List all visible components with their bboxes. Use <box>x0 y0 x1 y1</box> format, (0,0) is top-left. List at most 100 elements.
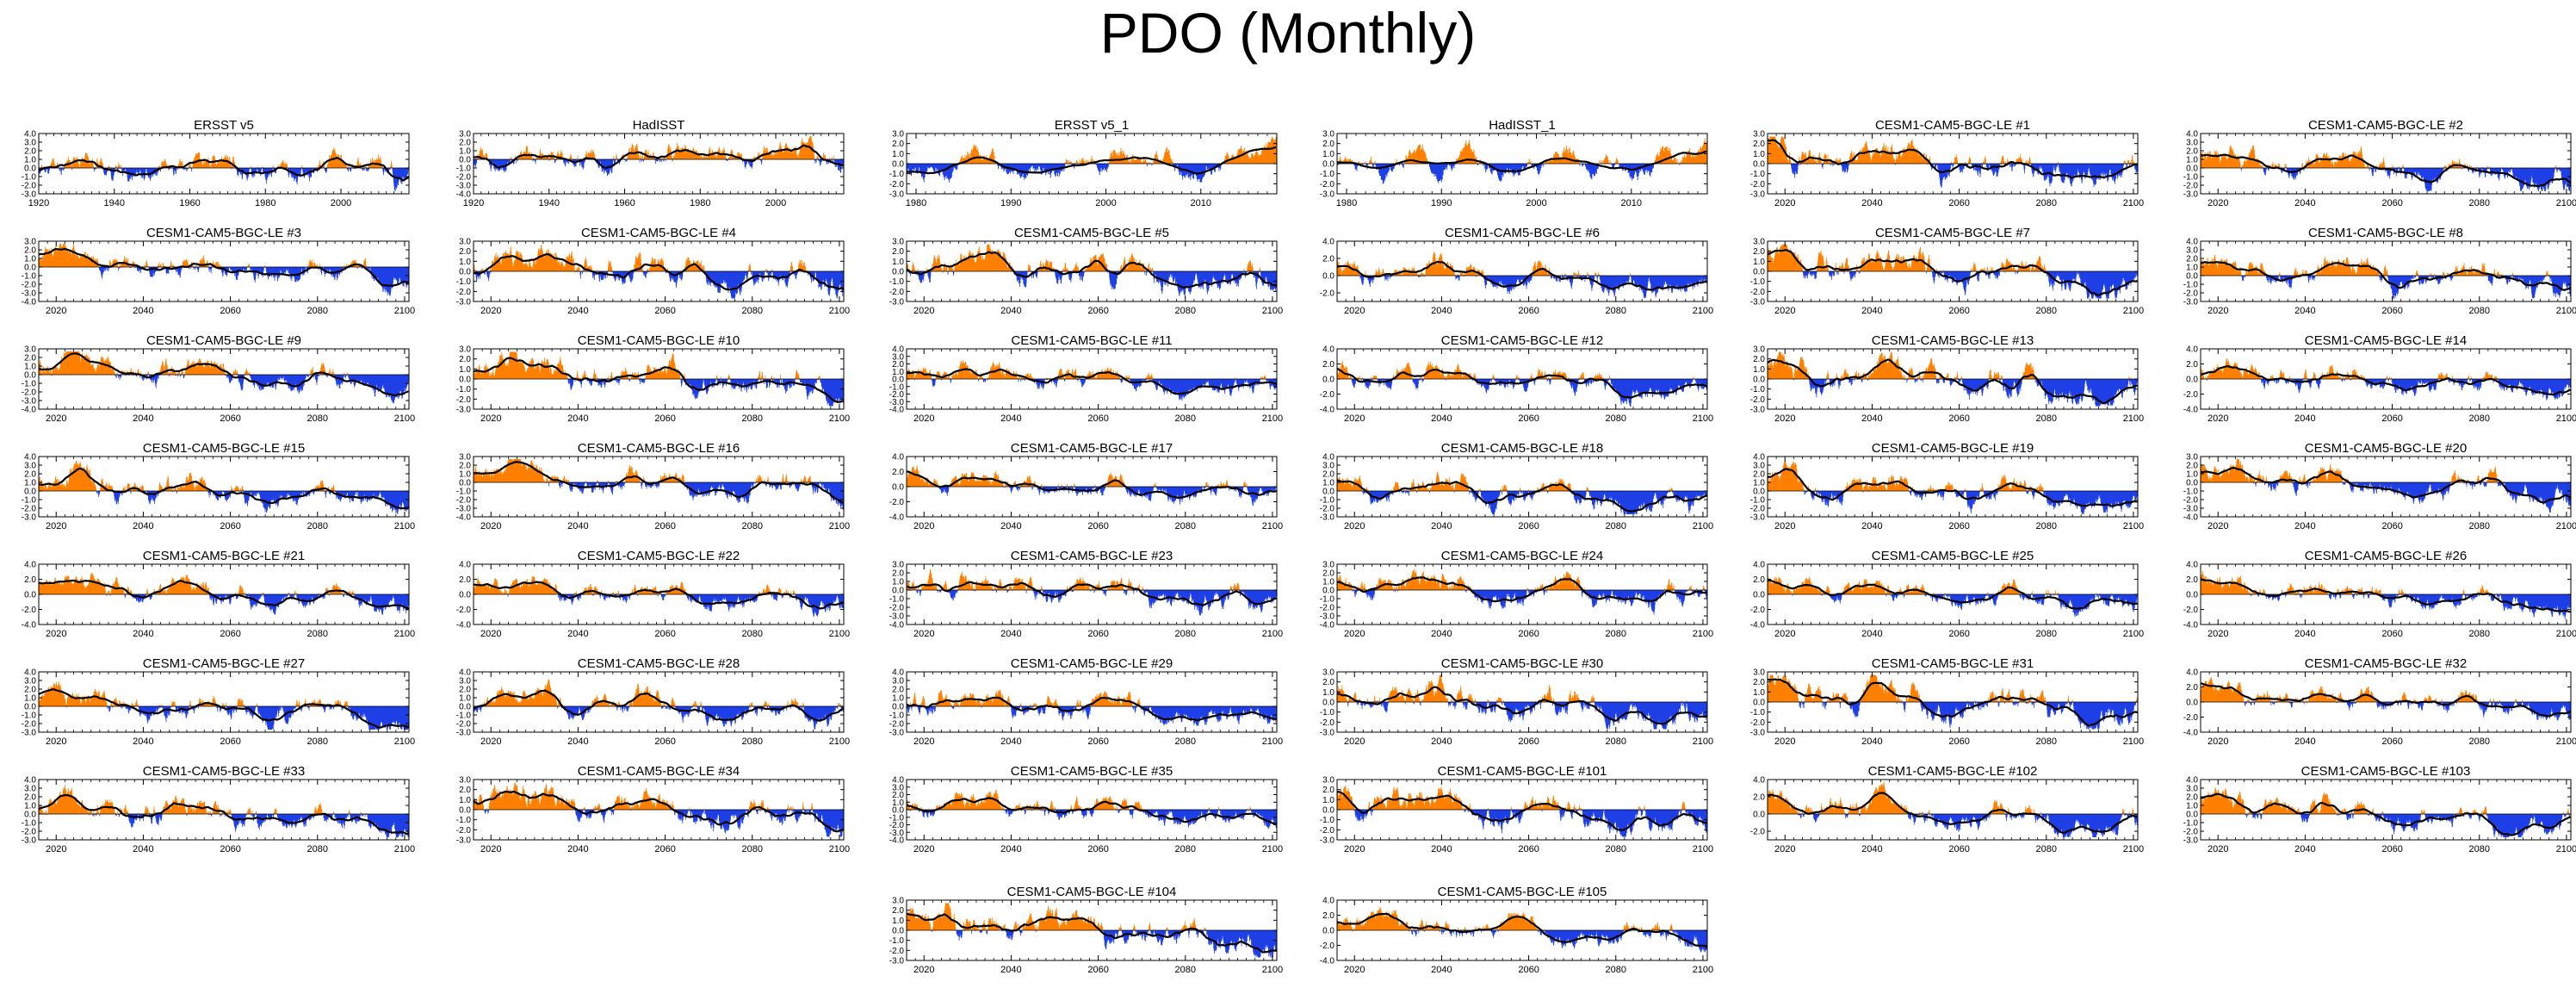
x-tick-label: 2100 <box>829 629 850 639</box>
y-tick-label: 0.0 <box>892 806 904 816</box>
y-tick-label: 1.0 <box>1322 150 1334 159</box>
x-tick-label: 2060 <box>220 844 240 854</box>
y-tick-label: -3.0 <box>456 406 472 415</box>
x-tick-label: 2080 <box>2036 306 2057 316</box>
x-tick-label: 2100 <box>829 521 850 531</box>
y-tick-label: -3.0 <box>889 829 905 838</box>
y-tick-label: 3.0 <box>1753 668 1765 678</box>
y-tick-label: 0.0 <box>1322 160 1334 170</box>
panel: CESM1-CAM5-BGC-LE #9 3.02.01.00.0-1.0-2.0… <box>22 333 415 424</box>
x-tick-label: 2060 <box>1948 306 1969 316</box>
plot-frame <box>38 133 410 195</box>
y-tick-label: -2.0 <box>889 390 905 400</box>
y-tick-label: -3.0 <box>1750 513 1766 523</box>
y-tick-label: 0.0 <box>1322 272 1334 282</box>
x-tick-label: 2020 <box>46 736 66 747</box>
y-tick-label: 4.0 <box>2186 238 2198 247</box>
y-tick-label: 1.0 <box>892 578 904 587</box>
y-tick-label: -1.0 <box>1750 708 1766 718</box>
y-tick-label: 1.0 <box>459 365 471 375</box>
x-tick-label: 2100 <box>2123 521 2144 531</box>
panel: CESM1-CAM5-BGC-LE #20 3.02.01.00.0-1.0-2.… <box>2183 441 2576 531</box>
y-tick-label: 1.0 <box>2186 470 2198 480</box>
smoothed-line <box>473 790 845 833</box>
panel: CESM1-CAM5-BGC-LE #13 3.02.01.00.0-1.0-2.… <box>1750 333 2144 424</box>
y-tick-label: 2.0 <box>24 246 36 256</box>
y-tick-label: -3.0 <box>889 298 905 308</box>
y-tick-label: -1.0 <box>1320 170 1335 179</box>
smoothed-line <box>1767 358 2138 405</box>
x-tick-label: 2080 <box>307 736 328 747</box>
negative-bars <box>1799 702 2137 730</box>
x-tick-label: 2100 <box>394 306 415 316</box>
y-tick-label: 2.0 <box>2186 462 2198 471</box>
panel-title: HadISST <box>633 118 685 133</box>
x-tick-label: 1960 <box>614 198 635 208</box>
x-tick-label: 2060 <box>1518 736 1539 747</box>
y-tick-label: 0.0 <box>2186 165 2198 174</box>
x-tick-label: 2060 <box>1948 198 1969 208</box>
x-tick-label: 2020 <box>1774 198 1795 208</box>
x-tick-label: 2060 <box>1948 736 1969 747</box>
y-tick-label: -2.0 <box>2183 289 2199 299</box>
y-tick-label: 2.0 <box>892 140 904 149</box>
panel-title: ERSST v5_1 <box>1055 118 1129 133</box>
y-tick-label: 3.0 <box>459 776 471 786</box>
y-tick-label: 0.0 <box>24 488 36 497</box>
y-tick-label: 3.0 <box>1322 130 1334 140</box>
panel-title: CESM1-CAM5-BGC-LE #6 <box>1445 226 1600 240</box>
x-tick-label: 2080 <box>307 306 328 316</box>
y-tick-label: 0.0 <box>1322 699 1334 708</box>
x-tick-label: 2100 <box>1693 306 1713 316</box>
panel-title: ERSST v5 <box>194 118 254 133</box>
y-tick-label: 3.0 <box>892 561 904 570</box>
y-tick-label: 2.0 <box>892 569 904 579</box>
x-tick-label: 2080 <box>1175 521 1196 531</box>
y-tick-label: -1.0 <box>2183 488 2199 497</box>
panel-title: CESM1-CAM5-BGC-LE #3 <box>146 226 301 240</box>
x-tick-label: 2100 <box>1262 521 1283 531</box>
x-tick-label: 2020 <box>480 521 501 531</box>
negative-bars <box>51 375 409 404</box>
y-tick-label: 1.0 <box>1322 578 1334 587</box>
y-tick-label: -3.0 <box>456 836 472 846</box>
y-tick-label: 2.0 <box>892 360 904 370</box>
y-tick-label: 4.0 <box>2186 345 2198 355</box>
x-tick-label: 2020 <box>1774 844 1795 854</box>
y-tick-label: 2.0 <box>1753 678 1765 687</box>
x-tick-label: 2040 <box>133 629 153 639</box>
y-tick-label: 3.0 <box>1322 462 1334 471</box>
panel: CESM1-CAM5-BGC-LE #7 3.02.01.00.0-1.0-2.0… <box>1750 226 2144 316</box>
negative-bars <box>1793 379 2138 407</box>
y-tick-label: 2.0 <box>24 354 36 364</box>
x-tick-label: 2020 <box>480 306 501 316</box>
y-tick-label: -2.0 <box>1750 288 1766 297</box>
y-tick-label: -2.0 <box>2183 182 2199 191</box>
x-tick-label: 2080 <box>307 629 328 639</box>
y-tick-label: 0.0 <box>2186 479 2198 488</box>
y-tick-label: -3.0 <box>889 190 905 200</box>
smoothed-line <box>906 470 1277 500</box>
y-tick-label: 1.0 <box>1753 479 1765 488</box>
positive-bars <box>473 351 821 379</box>
x-tick-label: 2080 <box>2469 736 2490 747</box>
y-tick-label: 1.0 <box>892 694 904 704</box>
x-tick-label: 2100 <box>1693 844 1713 854</box>
panel: CESM1-CAM5-BGC-LE #3 3.02.01.00.0-1.0-2.0… <box>22 226 415 316</box>
y-tick-label: 0.0 <box>1322 488 1334 497</box>
y-tick-label: -2.0 <box>889 604 905 613</box>
y-tick-label: 0.0 <box>24 591 36 600</box>
positive-bars <box>2200 570 2501 594</box>
y-tick-label: -2.0 <box>889 720 905 730</box>
x-tick-label: 2080 <box>1606 629 1626 639</box>
x-tick-label: 2080 <box>2036 198 2057 208</box>
x-tick-label: 2100 <box>2123 198 2144 208</box>
x-tick-label: 2080 <box>1175 844 1196 854</box>
panel-title: CESM1-CAM5-BGC-LE #103 <box>2301 764 2471 779</box>
y-tick-label: 4.0 <box>1753 453 1765 463</box>
x-tick-label: 2040 <box>1431 521 1452 531</box>
x-tick-label: 2060 <box>1087 844 1108 854</box>
panel: CESM1-CAM5-BGC-LE #10 3.02.01.00.0-1.0-2.… <box>456 333 850 424</box>
x-tick-label: 2040 <box>567 736 588 747</box>
y-tick-label: -3.0 <box>1750 406 1766 415</box>
